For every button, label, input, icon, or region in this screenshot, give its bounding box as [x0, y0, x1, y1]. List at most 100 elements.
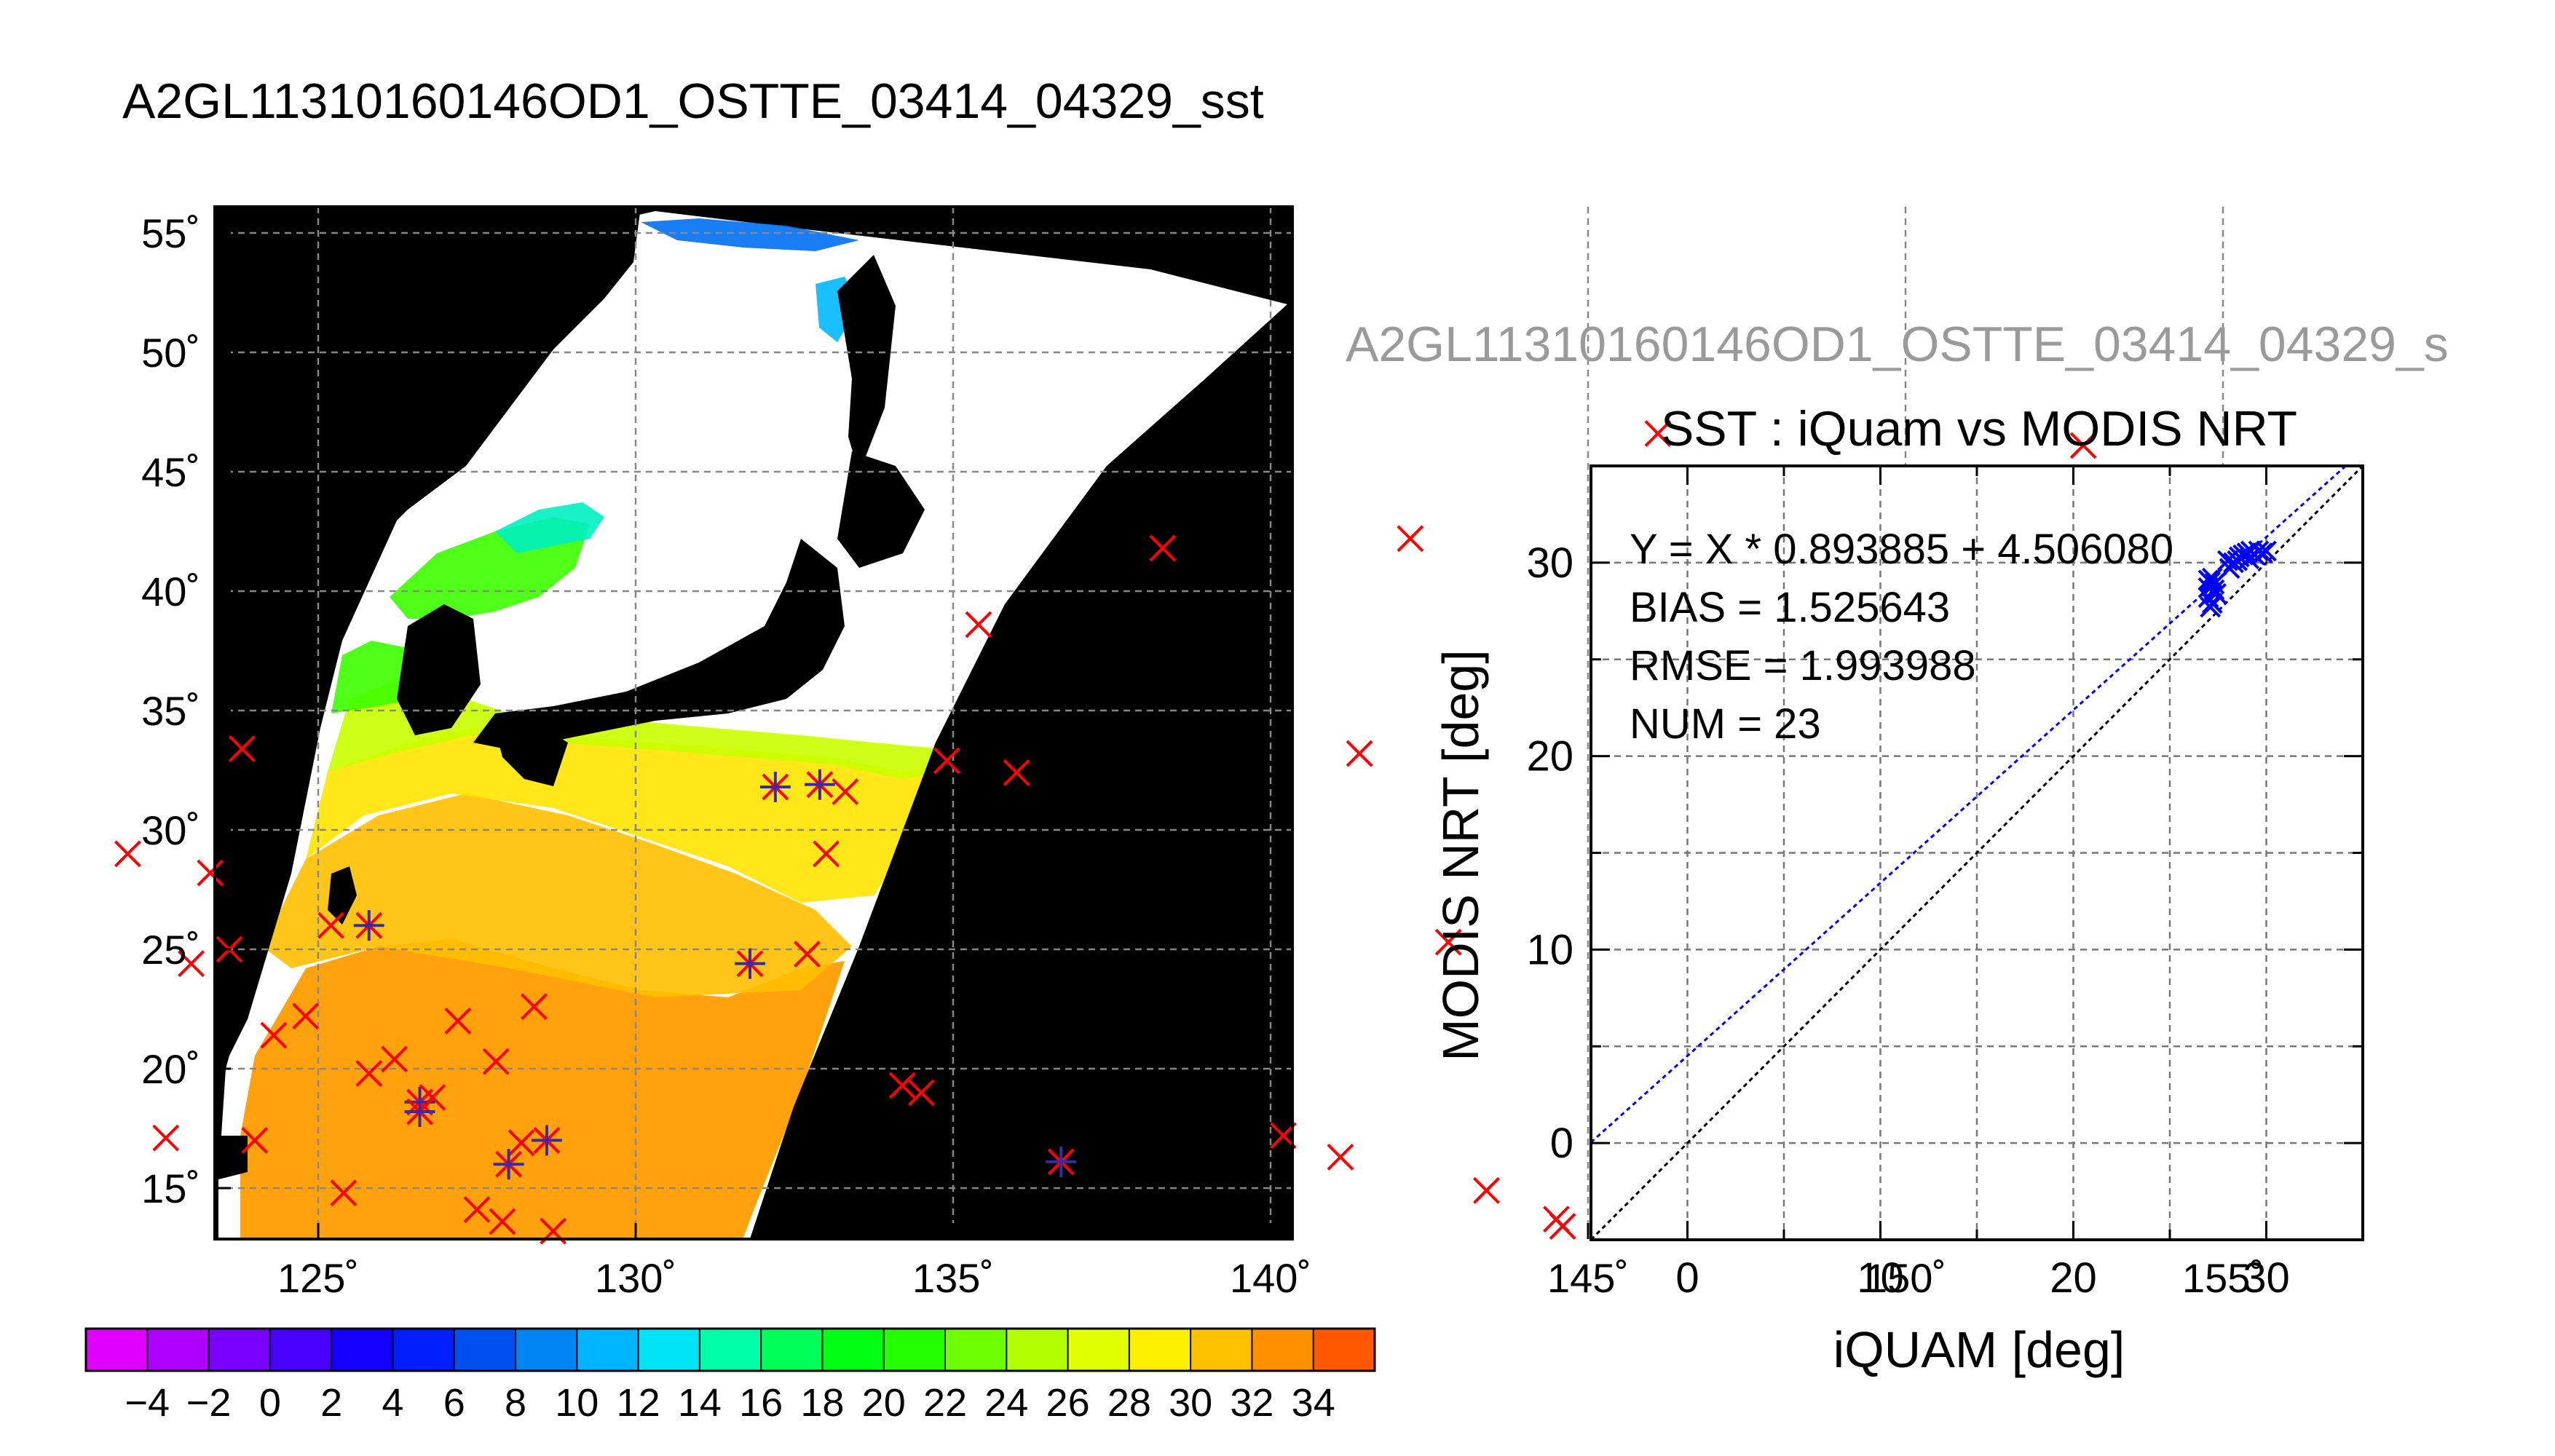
colorbar-label: 0 [259, 1381, 281, 1425]
scatter-ytick-label: 30 [1526, 539, 1573, 587]
map-marker-stroke [1434, 928, 1462, 956]
colorbar-swatch [331, 1329, 393, 1371]
map-lat-tick-label: 30˚ [141, 807, 200, 853]
map-marker-stroke [1003, 759, 1030, 786]
map-marker-stroke [482, 1048, 510, 1075]
sst-yellowgreen [328, 677, 954, 779]
map-marker-unmatched [317, 911, 344, 939]
stats-rmse: RMSE = 1.993988 [1630, 642, 1976, 689]
scatter-ylabel: MODIS NRT [deg] [1432, 649, 1489, 1061]
scatter-point-stroke [2201, 567, 2223, 589]
scatter-ytick-label: 0 [1550, 1120, 1573, 1167]
land-china-coast [215, 207, 641, 1077]
colorbar-swatch [1129, 1329, 1191, 1371]
map-marker-unmatched [1549, 1213, 1576, 1240]
map-marker-stroke [260, 1021, 288, 1049]
land-kyushu-shikoku [495, 721, 568, 786]
map-marker-unmatched [197, 859, 224, 887]
colorbar-swatch [699, 1329, 762, 1371]
colorbar-label: 16 [739, 1381, 783, 1425]
map-marker-unmatched [813, 840, 840, 868]
map-marker-unmatched [794, 941, 821, 968]
map-marker-unmatched [463, 1196, 491, 1223]
colorbar-label: 24 [984, 1381, 1028, 1425]
map-marker-matched [404, 1096, 435, 1128]
stats-equation: Y = X * 0.893885 + 4.506080 [1630, 526, 2173, 573]
map-marker-stroke [197, 859, 224, 887]
map-marker-unmatched [381, 1045, 408, 1073]
map-marker-unmatched [292, 1002, 319, 1030]
map-lon-tick-label: 140˚ [1230, 1255, 1311, 1301]
colorbar-swatch [392, 1329, 455, 1371]
scatter-xtick-label: 10 [1857, 1254, 1904, 1302]
map-marker-stroke [1346, 740, 1373, 767]
map-marker-stroke [1327, 1143, 1354, 1171]
map-lat-tick-label: 45˚ [141, 449, 200, 495]
colorbar-swatch [1067, 1329, 1130, 1371]
map-marker-unmatched [2069, 432, 2097, 459]
scatter-point-stroke [2227, 550, 2248, 571]
map-marker-stroke [933, 747, 960, 775]
map-marker-unmatched [965, 611, 992, 638]
colorbar-label: 18 [800, 1381, 844, 1425]
sst-orange-mid [262, 794, 852, 997]
map-lat-tick-label: 50˚ [141, 330, 200, 376]
map-marker-unmatched [1003, 759, 1030, 786]
colorbar-swatch [269, 1329, 332, 1371]
colorbar-label: 8 [505, 1381, 526, 1425]
map-marker-unmatched [489, 1208, 516, 1235]
map-lat-tick-label: 55˚ [141, 210, 200, 256]
sst-green-yellowsea [331, 641, 415, 713]
colorbar-label: 12 [617, 1381, 660, 1425]
colorbar-label: 28 [1107, 1381, 1151, 1425]
land-philippines-tip [218, 1136, 248, 1179]
stats-bias: BIAS = 1.525643 [1630, 584, 1950, 631]
colorbar-swatch [761, 1329, 823, 1371]
map-marker-matched [804, 769, 835, 800]
colorbar-swatch [86, 1329, 148, 1371]
sst-blue-north [641, 218, 859, 251]
colorbar-label: 20 [862, 1381, 906, 1425]
map-marker-matched [353, 910, 384, 941]
colorbar-label: 6 [443, 1381, 465, 1425]
map-marker-stroke [114, 840, 141, 868]
map-marker-unmatched [178, 950, 205, 978]
map-lon-tick-label: 130˚ [595, 1255, 676, 1301]
map-marker-stroke [1149, 534, 1177, 562]
scatter-point-stroke [2217, 550, 2238, 571]
map-marker-stroke [813, 840, 840, 868]
out-of-swath-east [750, 304, 1292, 1239]
scatter-subtitle: A2GL11310160146OD1_OSTTE_03414_04329_s [1346, 317, 2449, 372]
colorbar-frame [84, 1327, 1376, 1372]
map-marker-unmatched [521, 993, 548, 1021]
map-marker-unmatched [260, 1021, 288, 1049]
map-marker-unmatched [1644, 420, 1672, 447]
scatter-ytick-label: 20 [1526, 733, 1573, 780]
colorbar-swatch [1006, 1329, 1069, 1371]
map-marker-stroke [1397, 525, 1424, 553]
scatter-plot: 0 10 20 30 0 10 20 30 [1526, 464, 2364, 1302]
map-marker-stroke [152, 1124, 180, 1152]
map-lon-tick-label: 150˚ [1865, 1255, 1946, 1301]
map-lon-tick-label: 155˚ [2182, 1255, 2264, 1301]
map-marker-stroke [2069, 432, 2097, 459]
map-marker-stroke [241, 1126, 269, 1154]
map-marker-matched [734, 948, 765, 979]
map-marker-unmatched [152, 1124, 180, 1152]
scatter-xtick-label: 30 [2243, 1254, 2290, 1302]
colorbar-swatch [1252, 1329, 1314, 1371]
colorbar-swatch [1190, 1329, 1252, 1371]
scatter-xlabel: iQUAM [deg] [1833, 1321, 2125, 1378]
scatter-point-stroke [2200, 596, 2222, 618]
land-sakhalin [837, 255, 896, 473]
colorbar: −4 −2 0 2 4 6 8 10 12 14 16 18 20 22 24 26 28 30 32 34 [84, 1327, 1376, 1425]
map-marker-stroke [1644, 420, 1672, 447]
map-marker-matched [531, 1125, 562, 1156]
map-marker-stroke [178, 950, 205, 978]
map-marker-stroke [1473, 1176, 1500, 1204]
map-marker-unmatched [330, 1179, 358, 1206]
map-marker-unmatched [907, 1079, 935, 1107]
scatter-point-stroke [2256, 540, 2277, 562]
map-marker-stroke [355, 1060, 383, 1087]
